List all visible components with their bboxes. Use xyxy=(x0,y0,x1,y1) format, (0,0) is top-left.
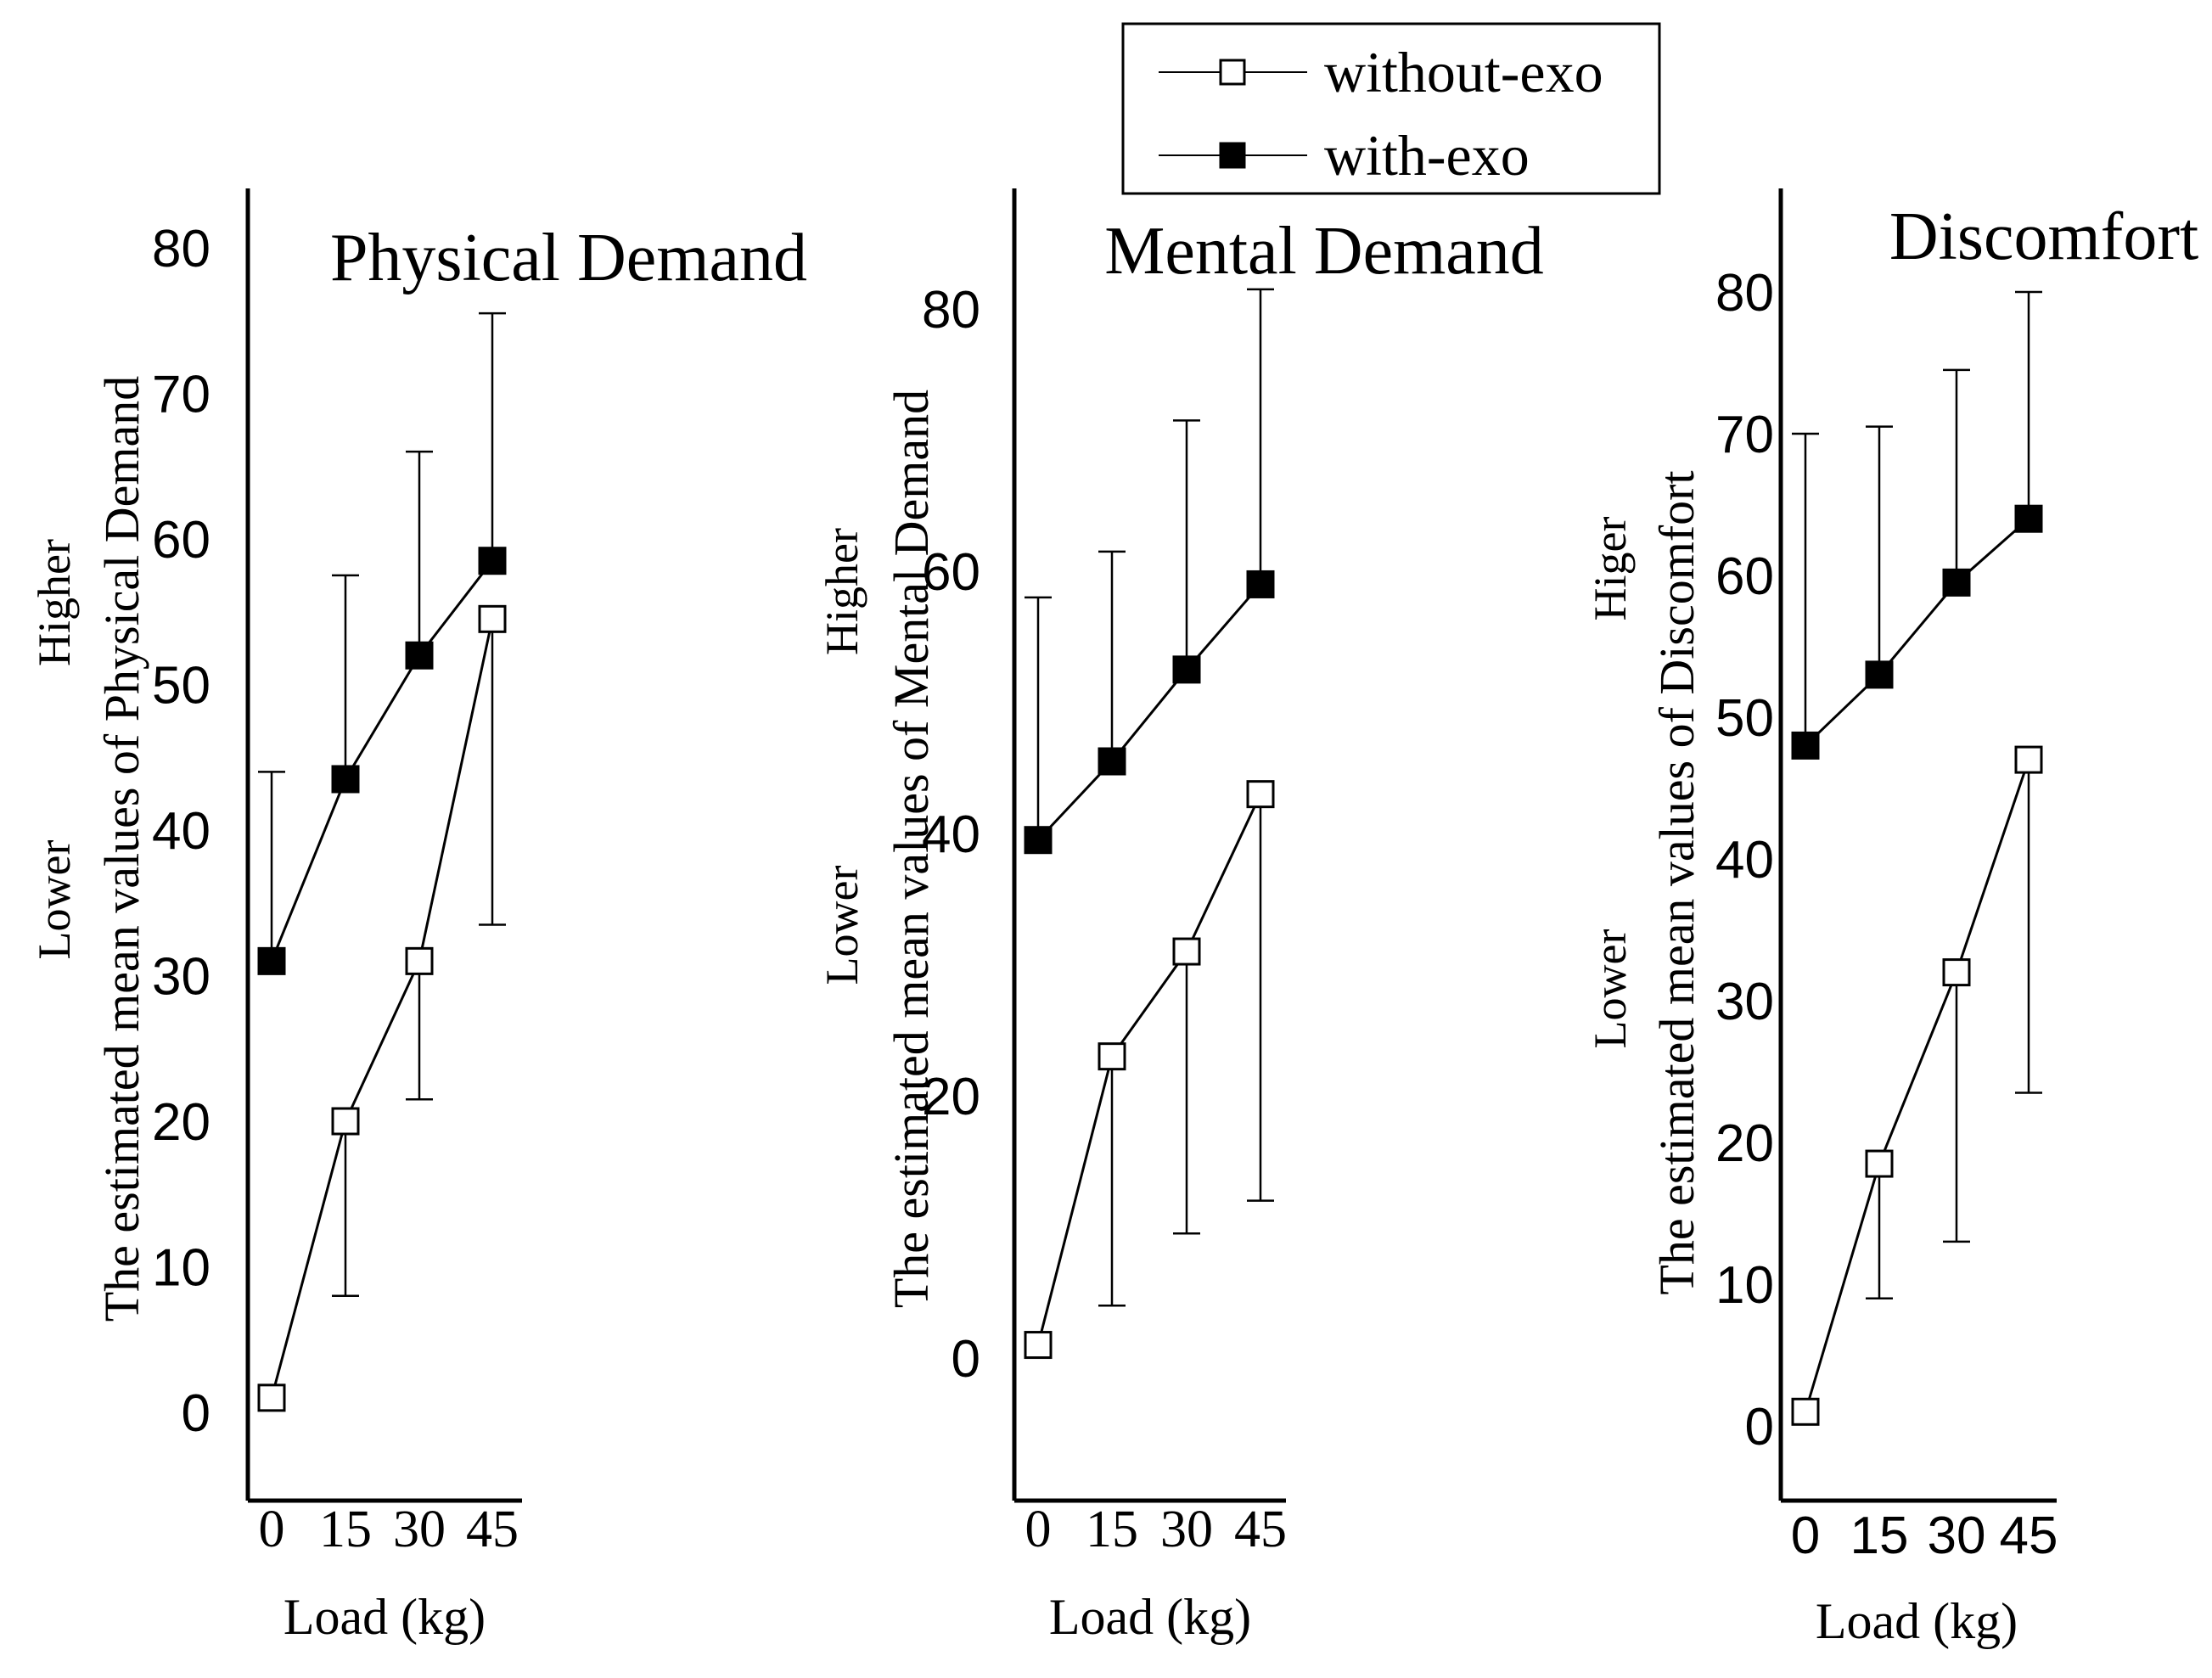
legend-label-with-exo: with-exo xyxy=(1324,123,1530,188)
series-line-without-exo xyxy=(1804,759,2030,1412)
y-tick-label: 60 xyxy=(152,511,211,570)
y-tick-label: 40 xyxy=(922,805,980,864)
data-point-without-exo xyxy=(405,946,434,975)
x-axis-label: Load (kg) xyxy=(1049,1589,1251,1645)
panel-physical-demand: Physical Demand The estimated mean value… xyxy=(29,188,807,1645)
legend-box xyxy=(1121,22,1661,195)
y-axis-label-lower: Lower xyxy=(29,840,80,960)
data-point-without-exo xyxy=(1791,1397,1820,1426)
y-tick-label: 40 xyxy=(152,802,211,861)
data-point-without-exo xyxy=(478,604,507,633)
panel-title: Mental Demand xyxy=(1104,214,1544,289)
y-tick-label: 20 xyxy=(1715,1114,1774,1173)
data-point-without-exo xyxy=(1024,1331,1053,1360)
data-point-without-exo xyxy=(257,1383,286,1412)
data-point-without-exo xyxy=(1865,1149,1894,1178)
data-point-without-exo xyxy=(1172,937,1201,966)
y-tick-label: 50 xyxy=(152,657,211,716)
data-point-with-exo xyxy=(478,547,507,575)
y-axis-label-higher: Higher xyxy=(29,539,80,666)
legend: without-exo with-exo xyxy=(1121,22,1661,195)
data-point-with-exo xyxy=(1172,655,1201,684)
data-point-with-exo xyxy=(257,946,286,975)
legend-marker-without-exo xyxy=(1219,59,1246,86)
data-point-with-exo xyxy=(1246,570,1275,598)
y-tick-label: 40 xyxy=(1715,831,1774,890)
x-axis-label: Load (kg) xyxy=(284,1589,486,1645)
panel-mental-demand: Mental Demand The estimated mean values … xyxy=(817,188,1544,1645)
y-axis-label-lower: Lower xyxy=(817,866,867,985)
y-axis-label-higher: Higer xyxy=(1585,517,1636,621)
y-tick-label: 30 xyxy=(1715,973,1774,1031)
x-tick-label: 15 xyxy=(1086,1501,1138,1558)
y-tick-label: 80 xyxy=(922,281,980,340)
y-axis-label: The estimated mean values of Physical De… xyxy=(94,376,149,1322)
panel-discomfort: Discomfort The estimated mean values of … xyxy=(1585,188,2198,1649)
y-tick-label: 70 xyxy=(152,366,211,424)
y-tick-label: 0 xyxy=(182,1384,211,1443)
y-axis-label-higher: Higher xyxy=(817,528,867,655)
x-tick-label: 0 xyxy=(259,1501,285,1558)
data-point-with-exo xyxy=(1098,747,1126,776)
data-point-without-exo xyxy=(1098,1042,1126,1071)
y-tick-label: 0 xyxy=(952,1330,980,1389)
y-tick-label: 20 xyxy=(922,1068,980,1126)
y-tick-label: 10 xyxy=(152,1239,211,1298)
data-point-without-exo xyxy=(1246,780,1275,809)
x-tick-label: 0 xyxy=(1791,1507,1820,1565)
x-axis-label: Load (kg) xyxy=(1816,1593,2018,1649)
data-point-with-exo xyxy=(405,641,434,670)
x-tick-label: 0 xyxy=(1025,1501,1052,1558)
data-point-with-exo xyxy=(2014,504,2043,533)
panel-title: Discomfort xyxy=(1889,199,2198,274)
data-point-without-exo xyxy=(1942,958,1971,987)
data-point-without-exo xyxy=(2014,745,2043,774)
y-axis-label: The estimated mean values of Discomfort xyxy=(1649,470,1704,1294)
x-tick-label: 15 xyxy=(319,1501,372,1558)
y-tick-label: 10 xyxy=(1715,1256,1774,1315)
series-line-without-exo xyxy=(270,619,494,1399)
panel-title: Physical Demand xyxy=(330,221,807,295)
y-axis-label: The estimated mean values of Mental Dema… xyxy=(884,390,939,1308)
y-tick-label: 50 xyxy=(1715,689,1774,748)
x-tick-label: 30 xyxy=(1160,1501,1213,1558)
legend-marker-with-exo xyxy=(1219,142,1246,169)
x-tick-label: 30 xyxy=(1928,1507,1986,1565)
data-point-with-exo xyxy=(1942,568,1971,597)
series-line-with-exo xyxy=(270,559,494,962)
x-tick-label: 15 xyxy=(1850,1507,1909,1565)
y-tick-label: 30 xyxy=(152,948,211,1007)
data-point-with-exo xyxy=(1791,731,1820,760)
data-point-without-exo xyxy=(331,1107,360,1136)
x-tick-label: 45 xyxy=(466,1501,519,1558)
y-axis-label-lower: Lower xyxy=(1585,929,1636,1049)
series-line-with-exo xyxy=(1804,518,2030,747)
x-tick-label: 45 xyxy=(1234,1501,1287,1558)
x-tick-label: 45 xyxy=(2000,1507,2058,1565)
x-tick-label: 30 xyxy=(393,1501,446,1558)
series-line-with-exo xyxy=(1036,583,1262,841)
y-tick-label: 70 xyxy=(1715,406,1774,464)
y-tick-label: 60 xyxy=(922,543,980,602)
legend-label-without-exo: without-exo xyxy=(1324,40,1603,104)
data-point-with-exo xyxy=(331,765,360,794)
data-point-with-exo xyxy=(1865,660,1894,689)
series-line-without-exo xyxy=(1036,794,1262,1345)
y-tick-label: 0 xyxy=(1745,1398,1774,1456)
y-tick-label: 60 xyxy=(1715,547,1774,606)
y-tick-label: 80 xyxy=(152,220,211,278)
y-tick-label: 20 xyxy=(152,1093,211,1152)
y-tick-label: 80 xyxy=(1715,264,1774,323)
data-point-with-exo xyxy=(1024,826,1053,855)
